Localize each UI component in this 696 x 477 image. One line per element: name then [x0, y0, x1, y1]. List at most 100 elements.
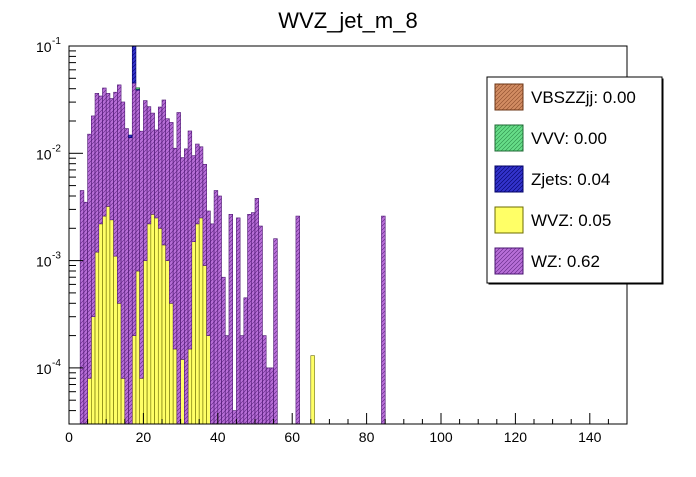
- bar-wvz-16: [154, 217, 159, 425]
- bar-wz-14: [131, 82, 137, 336]
- legend-entry-wvz: WVZ: 0.05: [494, 206, 611, 234]
- bar-wvz-14: [146, 223, 152, 425]
- bar-wvz-27: [202, 265, 207, 425]
- bar-wz-47: [254, 198, 260, 425]
- bar-wvz-15: [150, 214, 155, 425]
- bar-wz-31: [195, 143, 200, 225]
- y-tick-label-0: 10 -4: [36, 358, 61, 377]
- legend: VBSZZjj: 0.00 VVV: 0.00 Zjets: 0.04 WVZ: 0.…: [486, 76, 664, 285]
- bar-wz-41: [232, 410, 237, 425]
- x-tick-label-4: 80: [359, 429, 375, 445]
- bar-wz-48: [258, 225, 263, 425]
- bar-wz-34: [206, 210, 211, 336]
- bar-wvz-25: [195, 223, 200, 425]
- x-tick-label-6: 120: [504, 429, 528, 445]
- legend-swatch-vvv: [494, 124, 524, 152]
- bar-wz-9: [113, 91, 118, 257]
- bar-wvz-11: [135, 270, 140, 425]
- bar-wvz-12: [139, 377, 144, 425]
- x-tick-label-2: 40: [210, 429, 226, 445]
- y-tick-label-1: 10 -3: [36, 251, 61, 270]
- svg-text:-1: -1: [52, 36, 61, 47]
- bar-vvv-0: [135, 87, 140, 90]
- bar-wz-13: [128, 137, 133, 425]
- bar-wz-26: [176, 112, 181, 425]
- bar-wz-22: [161, 99, 167, 246]
- bar-wz-42: [236, 217, 241, 425]
- bar-wz-25: [172, 147, 178, 350]
- bar-wz-35: [210, 223, 215, 425]
- x-tick-label-5: 100: [429, 429, 453, 445]
- legend-label-vbszzjj: VBSZZjj: 0.00: [531, 88, 636, 107]
- svg-text:10: 10: [36, 254, 52, 270]
- legend-entry-wz: WZ: 0.62: [494, 247, 600, 275]
- bar-wz-23: [165, 118, 170, 261]
- legend-entry-vvv: VVV: 0.00: [494, 124, 607, 152]
- bar-wz-15: [135, 89, 140, 272]
- svg-text:10: 10: [36, 146, 52, 162]
- legend-swatch-wz: [494, 247, 524, 275]
- bar-wvz-26: [198, 217, 204, 425]
- bar-wvz-29: [310, 355, 315, 425]
- bar-wz-16: [139, 130, 144, 379]
- bar-wz-1: [83, 201, 88, 425]
- svg-text:10: 10: [36, 39, 52, 55]
- x-tick-label-3: 60: [284, 429, 300, 445]
- legend-label-wvz: WVZ: 0.05: [531, 211, 611, 230]
- bar-wz-4: [94, 93, 100, 253]
- bar-wz-43: [239, 335, 245, 425]
- bar-wz-38: [221, 276, 226, 425]
- legend-entry-vbszzjj: VBSZZjj: 0.00: [494, 83, 636, 111]
- y-tick-label-2: 10 -2: [36, 143, 61, 162]
- bar-wz-8: [109, 98, 114, 221]
- bar-wz-17: [143, 100, 148, 261]
- bar-wz-39: [224, 335, 230, 425]
- bar-wz-29: [187, 130, 193, 350]
- bar-wvz-21: [172, 348, 178, 425]
- bar-wz-18: [146, 106, 152, 225]
- bar-wz-28: [184, 148, 189, 425]
- x-tick-label-7: 140: [578, 429, 602, 445]
- bar-wz-46: [250, 212, 256, 425]
- bar-wz-12: [124, 128, 129, 425]
- bar-wvz-22: [180, 359, 185, 425]
- bar-wvz-3: [98, 223, 103, 425]
- bar-wz-45: [247, 214, 252, 425]
- bar-wz-52: [273, 238, 278, 425]
- bar-wvz-2: [94, 251, 100, 425]
- bar-wz-21: [157, 106, 163, 229]
- bar-wz-51: [269, 367, 274, 425]
- bar-wz-44: [243, 297, 248, 425]
- bar-wz-30: [191, 155, 196, 243]
- bar-wvz-23: [187, 348, 193, 425]
- bar-wz-2: [87, 133, 92, 379]
- legend-label-zjets: Zjets: 0.04: [531, 170, 610, 189]
- bar-wz-0: [79, 190, 85, 425]
- chart-title: WVZ_jet_m_8: [278, 8, 417, 33]
- legend-swatch-wvz: [494, 206, 524, 234]
- bar-wz-11: [120, 101, 126, 379]
- bar-wvz-4: [102, 215, 107, 425]
- bar-wvz-24: [191, 241, 196, 425]
- legend-entry-zjets: Zjets: 0.04: [494, 165, 610, 193]
- bar-wz-20: [154, 129, 159, 219]
- bar-wz-24: [169, 122, 174, 304]
- bar-wvz-9: [120, 377, 126, 425]
- bar-wz-5: [98, 95, 103, 225]
- bar-wvz-10: [131, 335, 137, 425]
- bar-wvz-8: [117, 302, 122, 425]
- bars-layer: [79, 45, 386, 425]
- svg-text:-2: -2: [52, 143, 61, 154]
- bar-wvz-6: [109, 219, 114, 425]
- bar-wvz-20: [169, 302, 174, 425]
- bar-wz-7: [105, 93, 111, 207]
- bar-wvz-28: [206, 335, 211, 425]
- y-tick-label-3: 10 -1: [36, 36, 61, 55]
- bar-wz-54: [381, 215, 386, 425]
- bar-wz-37: [217, 195, 222, 425]
- svg-text:-3: -3: [52, 251, 61, 262]
- x-tick-label-0: 0: [65, 429, 73, 445]
- bar-wz-32: [198, 146, 204, 219]
